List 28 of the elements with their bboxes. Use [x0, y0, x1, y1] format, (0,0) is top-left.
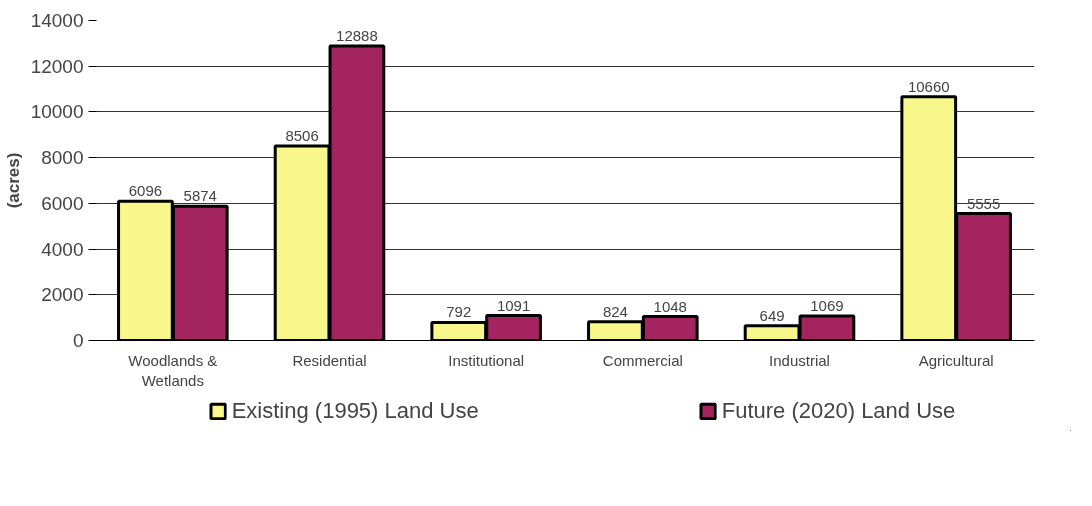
- data-label: 5874: [183, 187, 217, 205]
- data-label: 1069: [810, 297, 844, 315]
- x-tick-label: Commercial: [602, 351, 683, 369]
- y-tick-label: 2000: [41, 284, 84, 306]
- y-tick-label: 12000: [30, 55, 84, 77]
- data-label: 12888: [336, 26, 378, 44]
- y-axis-title: (acres): [3, 152, 23, 209]
- x-tick-label: Agricultural: [918, 351, 994, 369]
- x-tick-label: Industrial: [769, 351, 830, 369]
- legend-label: Future (2020) Land Use: [721, 398, 956, 424]
- data-label: 10660: [907, 77, 950, 95]
- data-label: 792: [446, 303, 472, 321]
- y-tick-label: 8000: [41, 147, 84, 169]
- legend-label: Existing (1995) Land Use: [231, 398, 479, 424]
- data-label: 8506: [285, 127, 319, 145]
- data-label: 824: [602, 302, 628, 320]
- data-label: 6096: [128, 182, 163, 200]
- data-label: 1048: [653, 297, 687, 315]
- y-tick-label: 14000: [30, 10, 84, 31]
- data-label: 1091: [496, 296, 531, 314]
- x-tick-label: Residential: [292, 351, 367, 369]
- y-tick-label: 4000: [41, 238, 84, 260]
- x-tick-label: Woodlands & Wetlands: [128, 351, 218, 389]
- y-tick-label: 6000: [41, 192, 84, 214]
- y-tick-label: 0: [72, 330, 84, 351]
- x-tick-label: Institutional: [448, 351, 525, 369]
- data-label: 649: [759, 306, 785, 324]
- y-tick-label: 10000: [30, 101, 84, 123]
